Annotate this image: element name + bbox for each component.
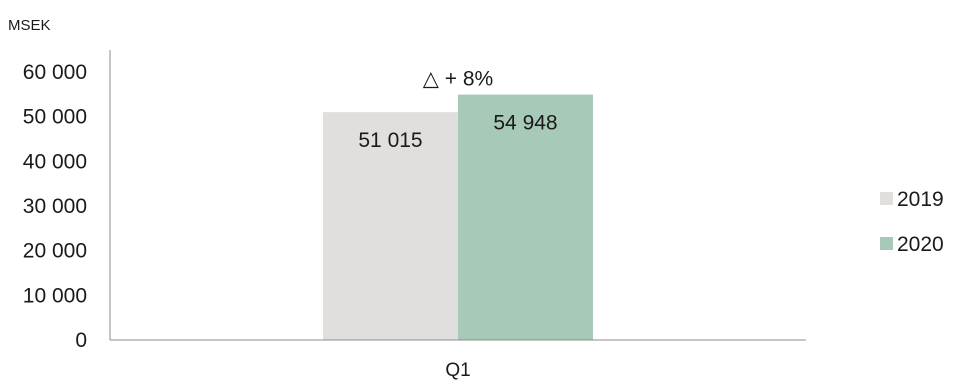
growth-annotation: △ + 8%: [423, 68, 493, 91]
y-tick-label: 20 000: [23, 240, 87, 263]
y-tick-label: 50 000: [23, 106, 87, 129]
y-unit-label: MSEK: [8, 17, 51, 34]
y-tick-label: 40 000: [23, 150, 87, 173]
bar-2020: [458, 94, 593, 340]
bars-group: 51 015 54 948: [323, 94, 593, 341]
bar-2019: [323, 112, 458, 341]
y-tick-label: 60 000: [23, 61, 87, 84]
bar-value-label: 51 015: [358, 129, 422, 152]
y-axis: 0 10 000 20 000 30 000 40 000 50 000 60 000: [23, 50, 111, 352]
bar-value-label: 54 948: [493, 112, 557, 135]
legend-label: 2020: [897, 233, 944, 256]
legend: 2019 2020: [880, 188, 944, 256]
legend-swatch-2019: [880, 192, 893, 205]
legend-label: 2019: [897, 188, 944, 211]
y-tick-label: 30 000: [23, 195, 87, 218]
x-category-label: Q1: [445, 360, 470, 381]
y-tick-label: 0: [75, 329, 87, 352]
x-axis: Q1: [110, 339, 806, 381]
legend-swatch-2020: [880, 237, 893, 250]
y-tick-label: 10 000: [23, 284, 87, 307]
